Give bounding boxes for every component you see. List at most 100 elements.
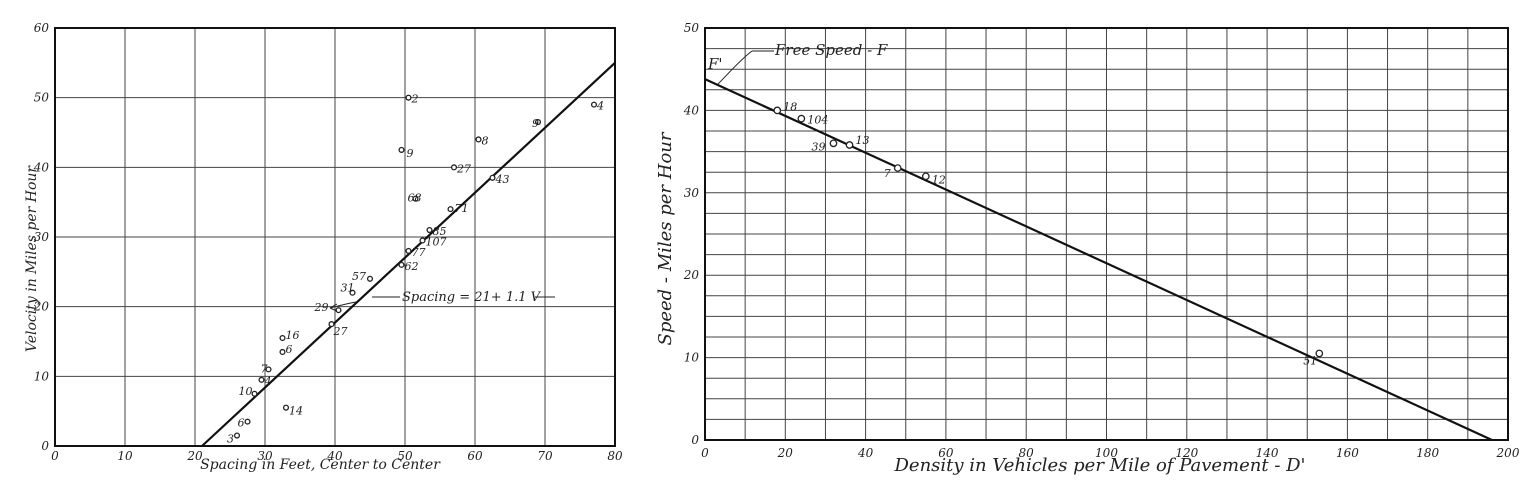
spacing-data-point: [258, 376, 265, 383]
density-speed-grid: [704, 27, 1509, 441]
spacing-velocity-grid: [54, 27, 616, 447]
spacing-point-label: 7: [261, 362, 268, 375]
spacing-formula-annotation: Spacing = 21+ 1.1 V: [402, 290, 542, 305]
spacing-point-label: 62: [405, 260, 419, 273]
density-data-point: [829, 139, 838, 148]
spacing-point-label: 6: [238, 417, 245, 430]
spacing-velocity-fit-line: [201, 62, 616, 447]
density-x-tick-label: 40: [857, 446, 874, 460]
spacing-point-label: 71: [455, 202, 469, 215]
spacing-velocity-points: 2498927436871851077762573129271667410146…: [227, 93, 604, 446]
density-x-tick-label: 160: [1336, 446, 1359, 460]
spacing-point-label: 4: [596, 100, 604, 113]
spacing-velocity-chart: 2498927436871851077762573129271667410146…: [24, 21, 623, 473]
spacing-x-tick-label: 60: [467, 449, 483, 463]
spacing-velocity-ticks: 0 10 20 30 40 50 60 70 80 0 10 20 30 40 50 60: [33, 21, 623, 463]
free-speed-leader: [717, 50, 753, 85]
spacing-x-tick-label: 20: [186, 449, 203, 463]
spacing-plot-frame: [54, 27, 616, 447]
spacing-point-label: 9: [407, 147, 414, 160]
spacing-data-point: [534, 119, 542, 126]
spacing-point-label: 29: [314, 301, 329, 314]
density-y-tick-label: 20: [683, 268, 700, 282]
density-x-tick-label: 20: [777, 446, 794, 460]
spacing-point-label: 68: [408, 192, 422, 205]
density-data-point: [773, 106, 782, 115]
spacing-data-point: [279, 348, 286, 356]
spacing-data-point: [282, 404, 290, 411]
density-y-tick-label: 50: [684, 21, 700, 35]
spacing-y-axis-label: Velocity in Miles per Hour: [24, 165, 40, 353]
spacing-y-tick-label: 30: [34, 230, 50, 244]
density-x-tick-label: 140: [1256, 446, 1279, 460]
spacing-data-point: [279, 334, 286, 342]
spacing-data-point: [405, 94, 412, 101]
density-data-point: [921, 172, 930, 181]
spacing-point-label: 31: [341, 282, 355, 295]
spacing-point-label: 43: [495, 173, 510, 186]
spacing-point-label: 4: [264, 375, 272, 388]
spacing-data-point: [419, 237, 426, 244]
spacing-x-tick-label: 10: [117, 449, 133, 463]
spacing-data-point: [366, 275, 374, 282]
density-x-axis-label: Density in Vehicles per Mile of Pavement…: [893, 455, 1305, 476]
density-point-label: 104: [807, 114, 828, 127]
density-y-tick-label: 0: [691, 433, 699, 447]
density-point-label: 51: [1303, 354, 1317, 367]
spacing-point-label: 9: [532, 117, 539, 130]
spacing-formula-leader: [329, 301, 357, 309]
spacing-data-point: [398, 146, 405, 153]
spacing-point-label: 3: [227, 433, 234, 446]
spacing-x-tick-label: 80: [607, 449, 623, 463]
density-x-tick-label: 180: [1416, 446, 1439, 460]
spacing-point-label: 10: [239, 385, 253, 398]
spacing-x-tick-label: 40: [326, 449, 343, 463]
density-x-tick-label: 80: [1019, 446, 1035, 460]
spacing-data-point: [412, 195, 419, 202]
spacing-y-tick-label: 40: [33, 160, 50, 174]
spacing-point-label: 2: [411, 93, 419, 106]
density-data-point: [845, 141, 854, 149]
spacing-point-label: 77: [412, 246, 426, 259]
spacing-data-point: [244, 418, 251, 425]
spacing-data-point: [335, 307, 342, 314]
spacing-data-point: [328, 321, 335, 328]
density-y-axis-label: Speed - Miles per Hour: [655, 131, 676, 345]
spacing-x-tick-label: 70: [537, 449, 553, 463]
density-x-tick-label: 100: [1095, 446, 1118, 460]
spacing-data-point: [398, 261, 405, 268]
spacing-point-label: 85: [433, 225, 447, 238]
spacing-point-label: 107: [426, 235, 447, 248]
density-point-label: 13: [856, 134, 870, 147]
spacing-point-label: 6: [286, 343, 293, 356]
spacing-x-tick-label: 0: [51, 449, 59, 463]
spacing-data-point: [475, 136, 482, 143]
density-x-tick-label: 0: [701, 446, 709, 460]
density-y-tick-label: 40: [683, 103, 700, 117]
spacing-point-label: 8: [482, 134, 489, 147]
spacing-data-point: [426, 226, 433, 234]
spacing-data-point: [489, 174, 496, 181]
density-x-tick-label: 200: [1496, 446, 1520, 460]
spacing-y-tick-label: 60: [34, 21, 50, 35]
spacing-data-point: [251, 390, 258, 397]
spacing-formula-arrowhead: [329, 303, 338, 312]
free-speed-annotation: Free Speed - F: [774, 41, 888, 59]
spacing-data-point: [590, 101, 598, 108]
density-data-point: [1315, 349, 1324, 358]
spacing-data-point: [233, 432, 241, 439]
spacing-y-tick-label: 50: [34, 91, 50, 105]
density-data-point: [893, 164, 902, 172]
density-point-label: 7: [884, 167, 891, 180]
spacing-point-label: 57: [352, 270, 366, 283]
spacing-point-label: 16: [286, 329, 300, 342]
density-speed-ticks: 0 20 40 60 80 100 120 140 160 180 200 0 10 20 30 40 50: [683, 21, 1520, 460]
spacing-y-tick-label: 0: [41, 439, 49, 453]
density-x-tick-label: 60: [938, 446, 954, 460]
spacing-data-point: [349, 289, 356, 296]
density-plot-frame: [704, 27, 1509, 441]
spacing-data-point: [265, 366, 272, 373]
spacing-x-axis-label: Spacing in Feet, Center to Center: [200, 457, 441, 473]
